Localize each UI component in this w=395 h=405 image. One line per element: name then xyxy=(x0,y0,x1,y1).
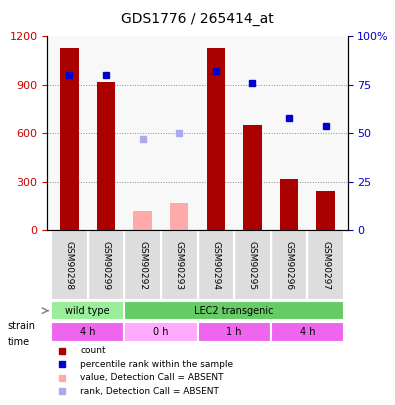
FancyBboxPatch shape xyxy=(124,301,344,320)
FancyBboxPatch shape xyxy=(271,322,344,341)
Text: GSM90292: GSM90292 xyxy=(138,241,147,290)
Text: GSM90293: GSM90293 xyxy=(175,241,184,290)
FancyBboxPatch shape xyxy=(198,230,234,300)
Text: LEC2 transgenic: LEC2 transgenic xyxy=(194,306,274,315)
Text: value, Detection Call = ABSENT: value, Detection Call = ABSENT xyxy=(81,373,224,382)
Text: GSM90295: GSM90295 xyxy=(248,241,257,290)
Text: GSM90296: GSM90296 xyxy=(284,241,293,290)
Text: percentile rank within the sample: percentile rank within the sample xyxy=(81,360,233,369)
Text: count: count xyxy=(81,346,106,355)
Bar xyxy=(280,179,298,230)
Text: rank, Detection Call = ABSENT: rank, Detection Call = ABSENT xyxy=(81,387,219,396)
Bar xyxy=(60,48,79,230)
Text: GSM90298: GSM90298 xyxy=(65,241,74,290)
FancyBboxPatch shape xyxy=(234,230,271,300)
FancyBboxPatch shape xyxy=(88,230,124,300)
FancyBboxPatch shape xyxy=(124,322,198,341)
FancyBboxPatch shape xyxy=(307,230,344,300)
Text: wild type: wild type xyxy=(65,306,110,315)
FancyBboxPatch shape xyxy=(161,230,198,300)
Bar xyxy=(243,125,261,230)
FancyBboxPatch shape xyxy=(51,322,124,341)
Bar xyxy=(207,48,225,230)
Bar xyxy=(97,82,115,230)
Text: time: time xyxy=(8,337,30,347)
Text: 0 h: 0 h xyxy=(153,327,169,337)
Text: GSM90294: GSM90294 xyxy=(211,241,220,290)
Text: 1 h: 1 h xyxy=(226,327,242,337)
Text: GSM90299: GSM90299 xyxy=(102,241,111,290)
FancyBboxPatch shape xyxy=(271,230,307,300)
Bar xyxy=(134,211,152,230)
Bar xyxy=(170,203,188,230)
Text: 4 h: 4 h xyxy=(80,327,96,337)
Text: GDS1776 / 265414_at: GDS1776 / 265414_at xyxy=(121,12,274,26)
FancyBboxPatch shape xyxy=(51,301,124,320)
Text: GSM90297: GSM90297 xyxy=(321,241,330,290)
FancyBboxPatch shape xyxy=(198,322,271,341)
FancyBboxPatch shape xyxy=(124,230,161,300)
Bar xyxy=(316,192,335,230)
Text: 4 h: 4 h xyxy=(299,327,315,337)
FancyBboxPatch shape xyxy=(51,230,88,300)
Text: strain: strain xyxy=(8,321,36,331)
